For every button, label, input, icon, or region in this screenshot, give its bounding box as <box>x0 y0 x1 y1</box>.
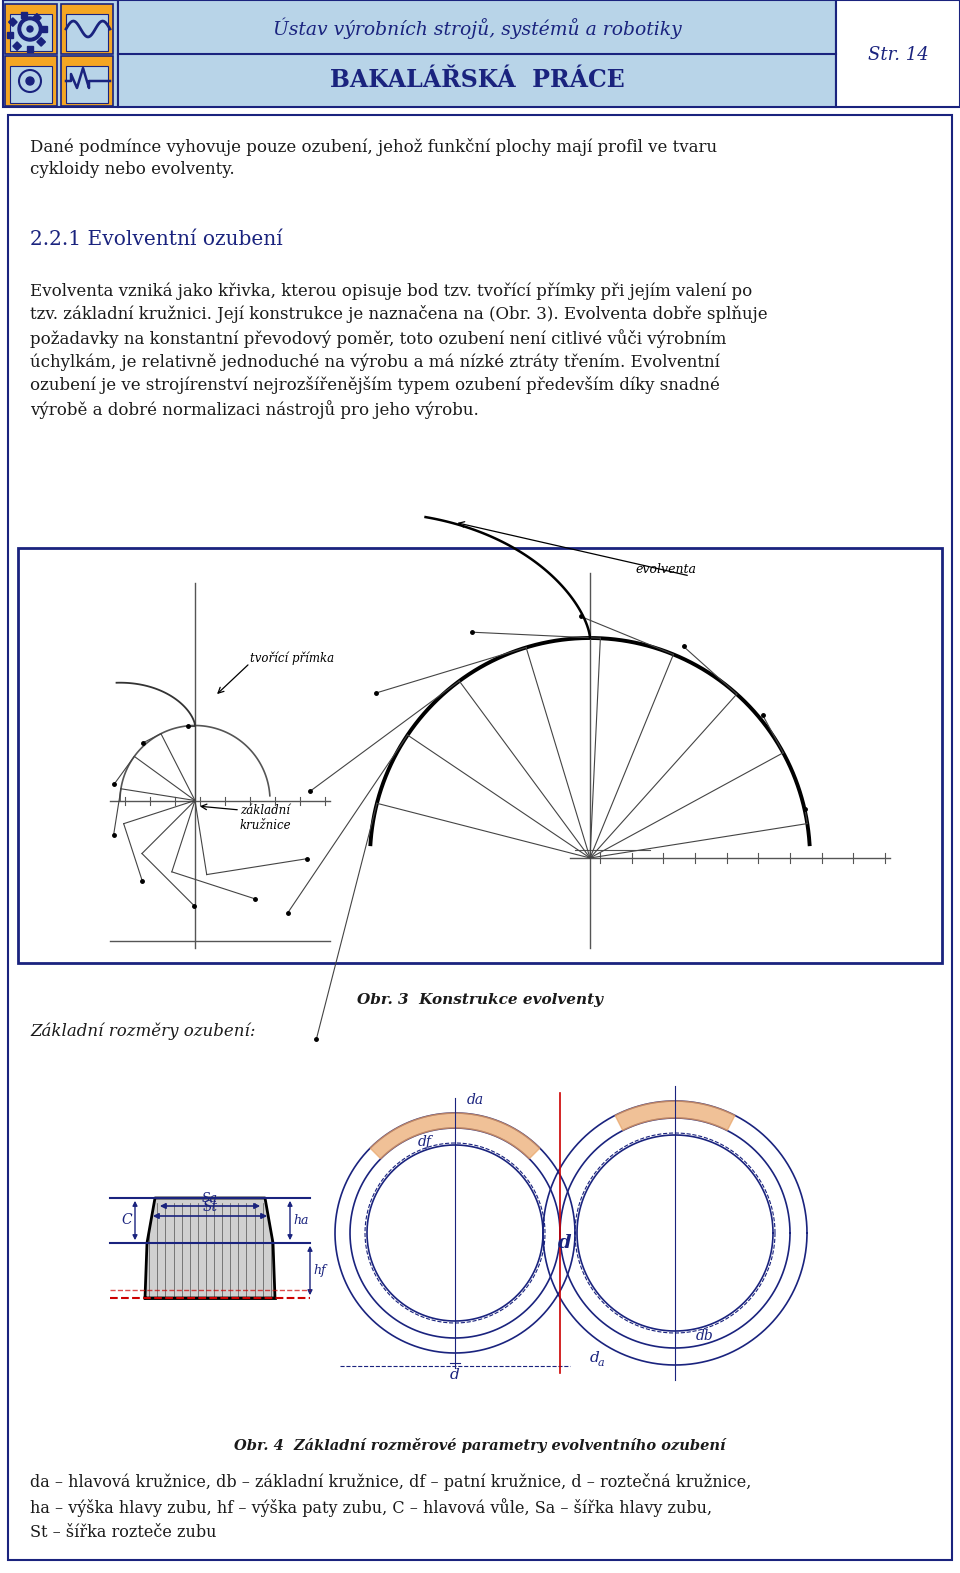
Text: tvořící přímka: tvořící přímka <box>250 651 334 665</box>
Bar <box>118 0 836 107</box>
Text: 2.2.1 Evolventní ozubení: 2.2.1 Evolventní ozubení <box>30 230 283 249</box>
Circle shape <box>22 20 38 38</box>
Text: d: d <box>590 1351 600 1365</box>
Text: Obr. 4  Základní rozměrové parametry evolventního ozubení: Obr. 4 Základní rozměrové parametry evol… <box>234 1438 726 1453</box>
Bar <box>41 27 47 31</box>
Bar <box>3 0 118 107</box>
Text: df: df <box>418 1136 432 1148</box>
Bar <box>836 0 960 107</box>
Bar <box>9 17 17 27</box>
Text: da – hlavová kružnice, db – základní kružnice, df – patní kružnice, d – roztečná: da – hlavová kružnice, db – základní kru… <box>30 1472 752 1542</box>
Text: C: C <box>121 1213 132 1227</box>
Bar <box>12 42 21 50</box>
Text: da: da <box>467 1093 484 1107</box>
Bar <box>5 5 57 53</box>
Circle shape <box>19 71 41 91</box>
Text: a: a <box>598 1357 605 1369</box>
Bar <box>21 13 27 17</box>
Polygon shape <box>371 1114 540 1159</box>
Bar <box>66 14 108 50</box>
Bar <box>10 66 52 102</box>
Polygon shape <box>145 1199 275 1298</box>
Polygon shape <box>615 1101 735 1131</box>
Bar <box>33 14 41 22</box>
Bar <box>0 0 960 107</box>
Text: evolventa: evolventa <box>635 563 696 576</box>
Bar <box>10 14 52 50</box>
Text: db: db <box>696 1329 714 1343</box>
Text: Základní rozměry ozubení:: Základní rozměry ozubení: <box>30 1022 255 1040</box>
Text: Str. 14: Str. 14 <box>868 46 928 64</box>
Text: ha: ha <box>293 1214 308 1227</box>
Text: základní
kružnice: základní kružnice <box>240 804 292 832</box>
Bar <box>7 31 13 38</box>
Text: d: d <box>558 1233 572 1252</box>
Bar <box>36 38 45 46</box>
Text: hf: hf <box>313 1265 325 1277</box>
Text: BAKALÁŘSKÁ  PRÁCE: BAKALÁŘSKÁ PRÁCE <box>329 68 624 91</box>
Bar <box>18 547 942 963</box>
Bar <box>27 46 33 52</box>
Bar <box>66 66 108 102</box>
Circle shape <box>18 17 42 41</box>
Bar <box>5 57 57 105</box>
Text: St: St <box>203 1200 218 1214</box>
Text: Sa: Sa <box>202 1192 218 1205</box>
Circle shape <box>26 77 34 85</box>
Text: Ústav výrobních strojů, systémů a robotiky: Ústav výrobních strojů, systémů a roboti… <box>273 17 682 39</box>
Circle shape <box>27 27 33 31</box>
Bar <box>61 57 113 105</box>
Text: Evolventa vzniká jako křivka, kterou opisuje bod tzv. tvořící přímky při jejím v: Evolventa vzniká jako křivka, kterou opi… <box>30 282 768 420</box>
Bar <box>61 5 113 53</box>
Text: Obr. 3  Konstrukce evolventy: Obr. 3 Konstrukce evolventy <box>357 993 603 1007</box>
Text: Dané podmínce vyhovuje pouze ozubení, jehož funkční plochy mají profil ve tvaru
: Dané podmínce vyhovuje pouze ozubení, je… <box>30 138 717 178</box>
Text: d: d <box>450 1369 460 1383</box>
